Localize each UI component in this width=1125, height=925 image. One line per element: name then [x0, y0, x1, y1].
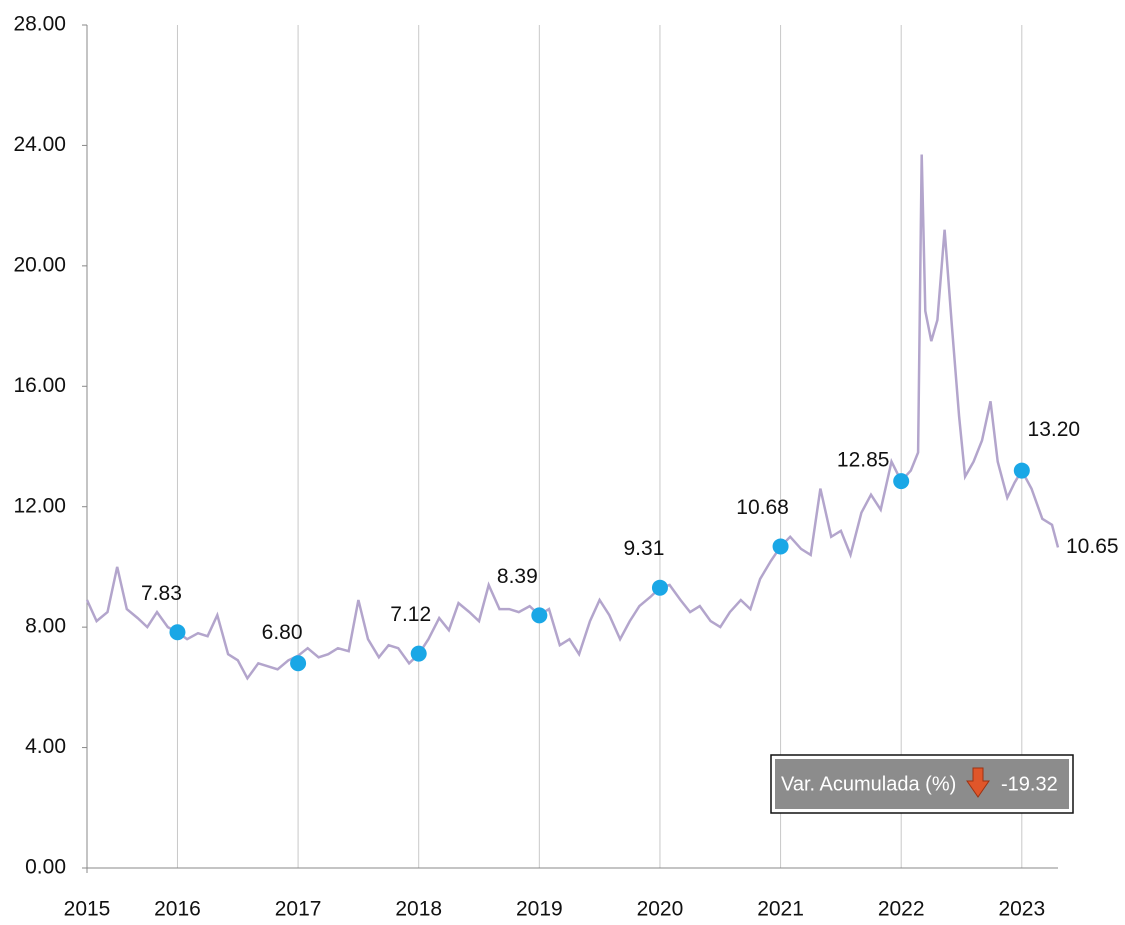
data-label: 7.83: [141, 582, 182, 605]
data-label: 9.31: [624, 537, 665, 560]
y-tick-label: 8.00: [25, 615, 66, 638]
price-line: [85, 154, 1060, 681]
x-tick-label: 2016: [154, 898, 201, 921]
x-tick-label: 2019: [516, 898, 563, 921]
annotation-value: -19.32: [1001, 773, 1058, 795]
y-tick-label: 0.00: [25, 856, 66, 879]
x-tick-label: 2022: [878, 898, 925, 921]
y-tick-label: 20.00: [13, 253, 66, 276]
year-marker: [772, 538, 789, 555]
y-tick-label: 28.00: [13, 13, 66, 36]
x-tick-label: 2023: [998, 898, 1045, 921]
year-marker: [651, 579, 668, 596]
data-label: 8.39: [497, 565, 538, 588]
year-marker: [410, 645, 427, 662]
data-label: 6.80: [262, 621, 303, 644]
y-tick-label: 24.00: [13, 133, 66, 156]
x-tick-label: 2020: [637, 898, 684, 921]
x-tick-label: 2021: [757, 898, 804, 921]
data-label: 7.12: [390, 603, 431, 626]
annotation-background: [775, 759, 1069, 809]
x-tick-label: 2017: [275, 898, 322, 921]
annotation-box: Var. Acumulada (%) -19.32: [770, 754, 1074, 814]
x-tick-label: 2018: [395, 898, 442, 921]
data-label: 12.85: [837, 449, 890, 472]
year-marker: [1013, 462, 1030, 479]
data-label: 13.20: [1028, 418, 1081, 441]
data-label: 10.68: [736, 496, 789, 519]
x-tick-label: 2015: [64, 898, 111, 921]
year-marker: [169, 624, 186, 641]
y-tick-label: 4.00: [25, 735, 66, 758]
year-marker: [893, 473, 910, 490]
end-value-label: 10.65: [1066, 535, 1119, 558]
y-tick-label: 12.00: [13, 494, 66, 517]
year-marker: [531, 607, 548, 624]
year-marker: [290, 655, 307, 672]
down-arrow-icon: [966, 767, 990, 798]
annotation-label: Var. Acumulada (%): [781, 773, 956, 795]
y-tick-label: 16.00: [13, 374, 66, 397]
